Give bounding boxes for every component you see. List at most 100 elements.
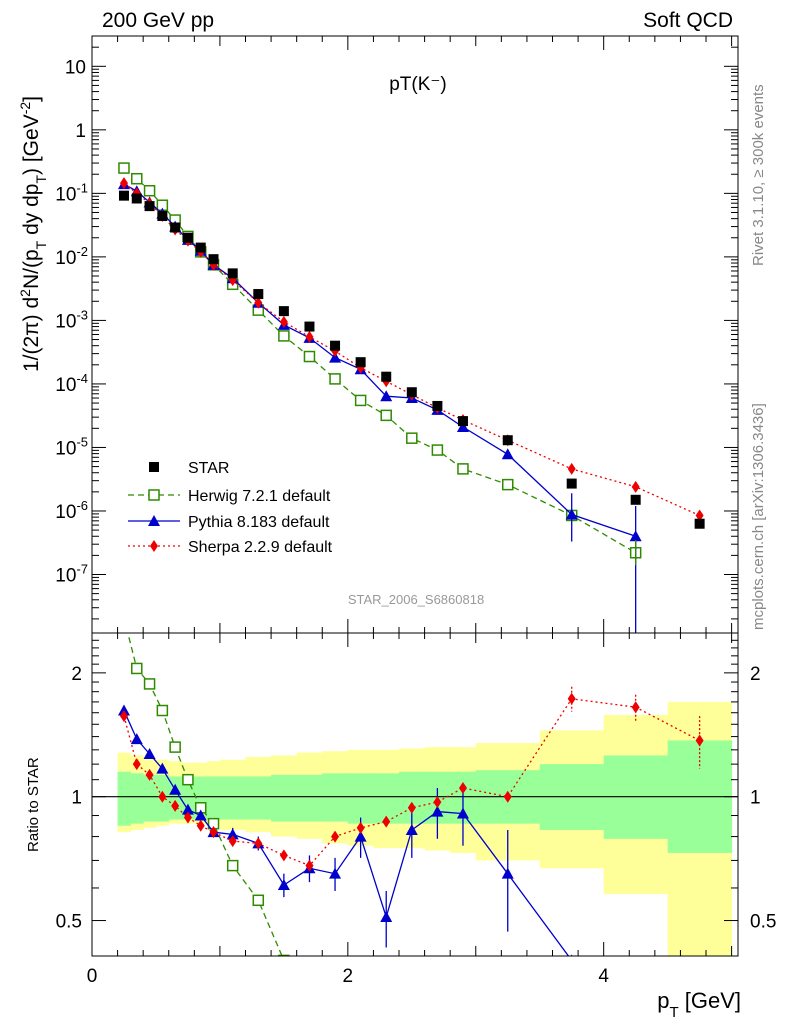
ratio-point-sherpa [228, 835, 237, 848]
point-star [566, 478, 577, 489]
main-plot-data [117, 162, 705, 633]
y-tick-label: 10-2 [55, 244, 88, 269]
ratio-point-pythia [194, 809, 207, 821]
ratio-point-sherpa [132, 758, 141, 771]
legend-marker-star [149, 462, 159, 472]
band-stat [373, 773, 400, 824]
series-star [118, 190, 705, 529]
ratio-point-sherpa [356, 821, 365, 834]
main-plot: 10 1 10-1 10-2 10-3 10-4 10-5 10-6 10-7 pT(K⁻) S… [17, 35, 739, 634]
point-herwig [380, 409, 392, 422]
point-star [278, 306, 289, 317]
ratio-point-pythia [130, 733, 143, 745]
ratio-point-pythia [169, 783, 182, 795]
ratio-point-pythia [117, 704, 130, 716]
legend-label-star: STAR [188, 460, 229, 477]
ratio-point-herwig [226, 859, 239, 872]
ratio-point-sherpa [382, 815, 391, 828]
y-tick-label: 10-3 [55, 307, 88, 332]
point-star [457, 416, 468, 427]
ratio-point-sherpa [331, 830, 340, 843]
ratio-point-pythia [431, 805, 444, 817]
ratio-point-pythia [143, 748, 156, 760]
ratio-point-pythia [456, 807, 469, 819]
ratio-point-pythia [226, 828, 239, 840]
point-star [195, 242, 206, 253]
ratio-point-herwig [169, 741, 181, 753]
band-stat [296, 774, 323, 822]
band-stat [143, 774, 157, 822]
ratio-point-pythia [501, 867, 514, 879]
ratio-series-herwig [119, 613, 290, 956]
ratio-point-herwig [156, 704, 169, 717]
ratio-point-sherpa [458, 781, 467, 794]
band-stat [322, 773, 349, 822]
y-axis-label: 1/(2π) d2N/(pT dy dpT) [GeV-2] [17, 96, 49, 372]
point-sherpa [567, 462, 576, 475]
point-sherpa [695, 509, 704, 522]
ratio-y-tick-label-right: 1 [750, 788, 761, 809]
band-stat [117, 771, 131, 826]
ratio-plot-data [92, 613, 738, 956]
point-star [253, 289, 264, 300]
ratio-point-pythia [354, 830, 367, 842]
ratio-point-sherpa [695, 734, 704, 747]
point-herwig [143, 184, 156, 197]
point-sherpa [254, 296, 263, 309]
band-stat [271, 774, 298, 822]
x-axis-label: pT [GeV] [657, 988, 741, 1021]
point-pythia [380, 390, 393, 402]
ratio-point-sherpa [254, 837, 263, 850]
ratio-point-sherpa [279, 849, 288, 862]
legend-label-herwig: Herwig 7.2.1 default [188, 488, 331, 505]
ratio-line-sherpa [123, 698, 700, 867]
point-star [432, 400, 443, 411]
point-herwig [406, 432, 418, 444]
legend-marker-herwig [148, 489, 160, 501]
point-star [208, 254, 219, 265]
point-pythia [329, 351, 342, 363]
plot-title: pT(K⁻) [389, 74, 447, 95]
ratio-y-tick-label: 0.5 [56, 912, 82, 933]
point-star [182, 232, 193, 243]
point-star [144, 201, 155, 212]
point-sherpa [119, 177, 128, 190]
point-pythia [501, 448, 514, 460]
ratio-y-label: Ratio to STAR [25, 757, 42, 852]
band-stat [219, 776, 247, 820]
series-line-sherpa [123, 182, 700, 517]
ratio-point-pythia [277, 879, 290, 891]
ratio-point-herwig [119, 613, 129, 623]
ratio-point-sherpa [158, 790, 167, 803]
header-left: 200 GeV pp [102, 9, 214, 32]
ratio-point-sherpa [183, 811, 192, 824]
point-herwig [303, 350, 316, 363]
ratio-y-tick-label-right: 2 [750, 664, 761, 685]
point-sherpa [305, 330, 314, 343]
ratio-point-sherpa [119, 710, 128, 723]
point-star [157, 211, 168, 222]
ratio-point-pythia [181, 803, 194, 815]
point-pythia [456, 420, 469, 432]
x-tick-label: 0 [87, 966, 98, 987]
ratio-point-sherpa [171, 799, 180, 812]
point-star [630, 494, 641, 505]
ratio-point-herwig [143, 678, 156, 690]
point-star [118, 190, 129, 201]
ratio-y-tick-label: 1 [71, 788, 82, 809]
ratio-point-sherpa [407, 801, 416, 814]
point-star [502, 435, 513, 446]
ratio-point-sherpa [305, 859, 314, 872]
ratio-point-herwig [182, 773, 194, 786]
legend-label-sherpa: Sherpa 2.2.9 default [188, 539, 333, 556]
legend-label-pythia: Pythia 8.183 default [188, 514, 330, 531]
point-star [304, 321, 315, 332]
point-star [406, 387, 417, 398]
band-stat [130, 773, 144, 824]
y-tick-label: 10-4 [55, 371, 88, 396]
source-note: mcplots.cern.ch [arXiv:1306.3436] [750, 403, 767, 630]
point-herwig [329, 373, 341, 385]
ratio-point-herwig [131, 662, 143, 675]
point-sherpa [279, 315, 288, 328]
